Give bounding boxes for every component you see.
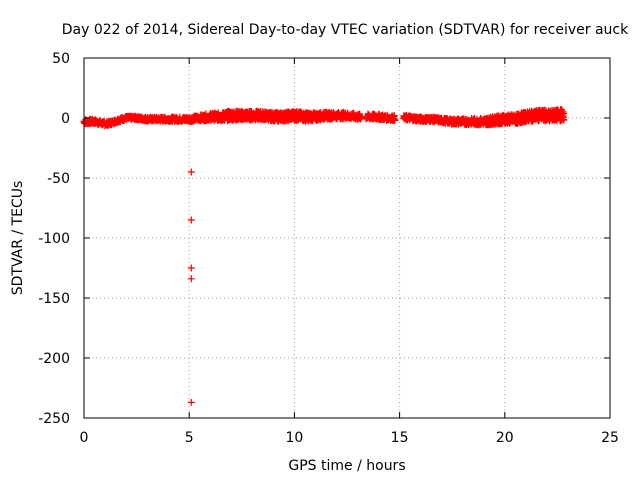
y-tick-label: 0 <box>61 111 70 127</box>
data-point <box>560 116 568 124</box>
chart-title: Day 022 of 2014, Sidereal Day-to-day VTE… <box>62 22 629 38</box>
x-tick-label: 5 <box>185 430 194 446</box>
tick-labels: 0 5 10 15 20 25 50 0 -50 -100 -150 -200 -250 <box>38 51 619 446</box>
outlier-point <box>187 398 195 406</box>
data-points <box>80 106 568 406</box>
x-tick-label: 25 <box>601 430 619 446</box>
data-point <box>391 116 399 124</box>
outlier-point <box>187 264 195 272</box>
data-point <box>560 109 568 117</box>
y-axis-label: SDTVAR / TECUs <box>10 181 26 296</box>
x-axis-label: GPS time / hours <box>288 458 405 474</box>
x-tick-label: 20 <box>496 430 514 446</box>
y-tick-label: -100 <box>38 231 70 247</box>
y-tick-label: 50 <box>52 51 70 67</box>
outlier-point <box>187 216 195 224</box>
y-tick-label: -50 <box>47 171 70 187</box>
outlier-point <box>187 275 195 283</box>
x-tick-label: 10 <box>285 430 303 446</box>
y-tick-label: -150 <box>38 291 70 307</box>
y-tick-label: -200 <box>38 351 70 367</box>
x-tick-label: 0 <box>80 430 89 446</box>
x-tick-label: 15 <box>391 430 409 446</box>
axis-ticks <box>83 57 611 419</box>
outlier-point <box>187 168 195 176</box>
y-tick-label: -250 <box>38 411 70 427</box>
